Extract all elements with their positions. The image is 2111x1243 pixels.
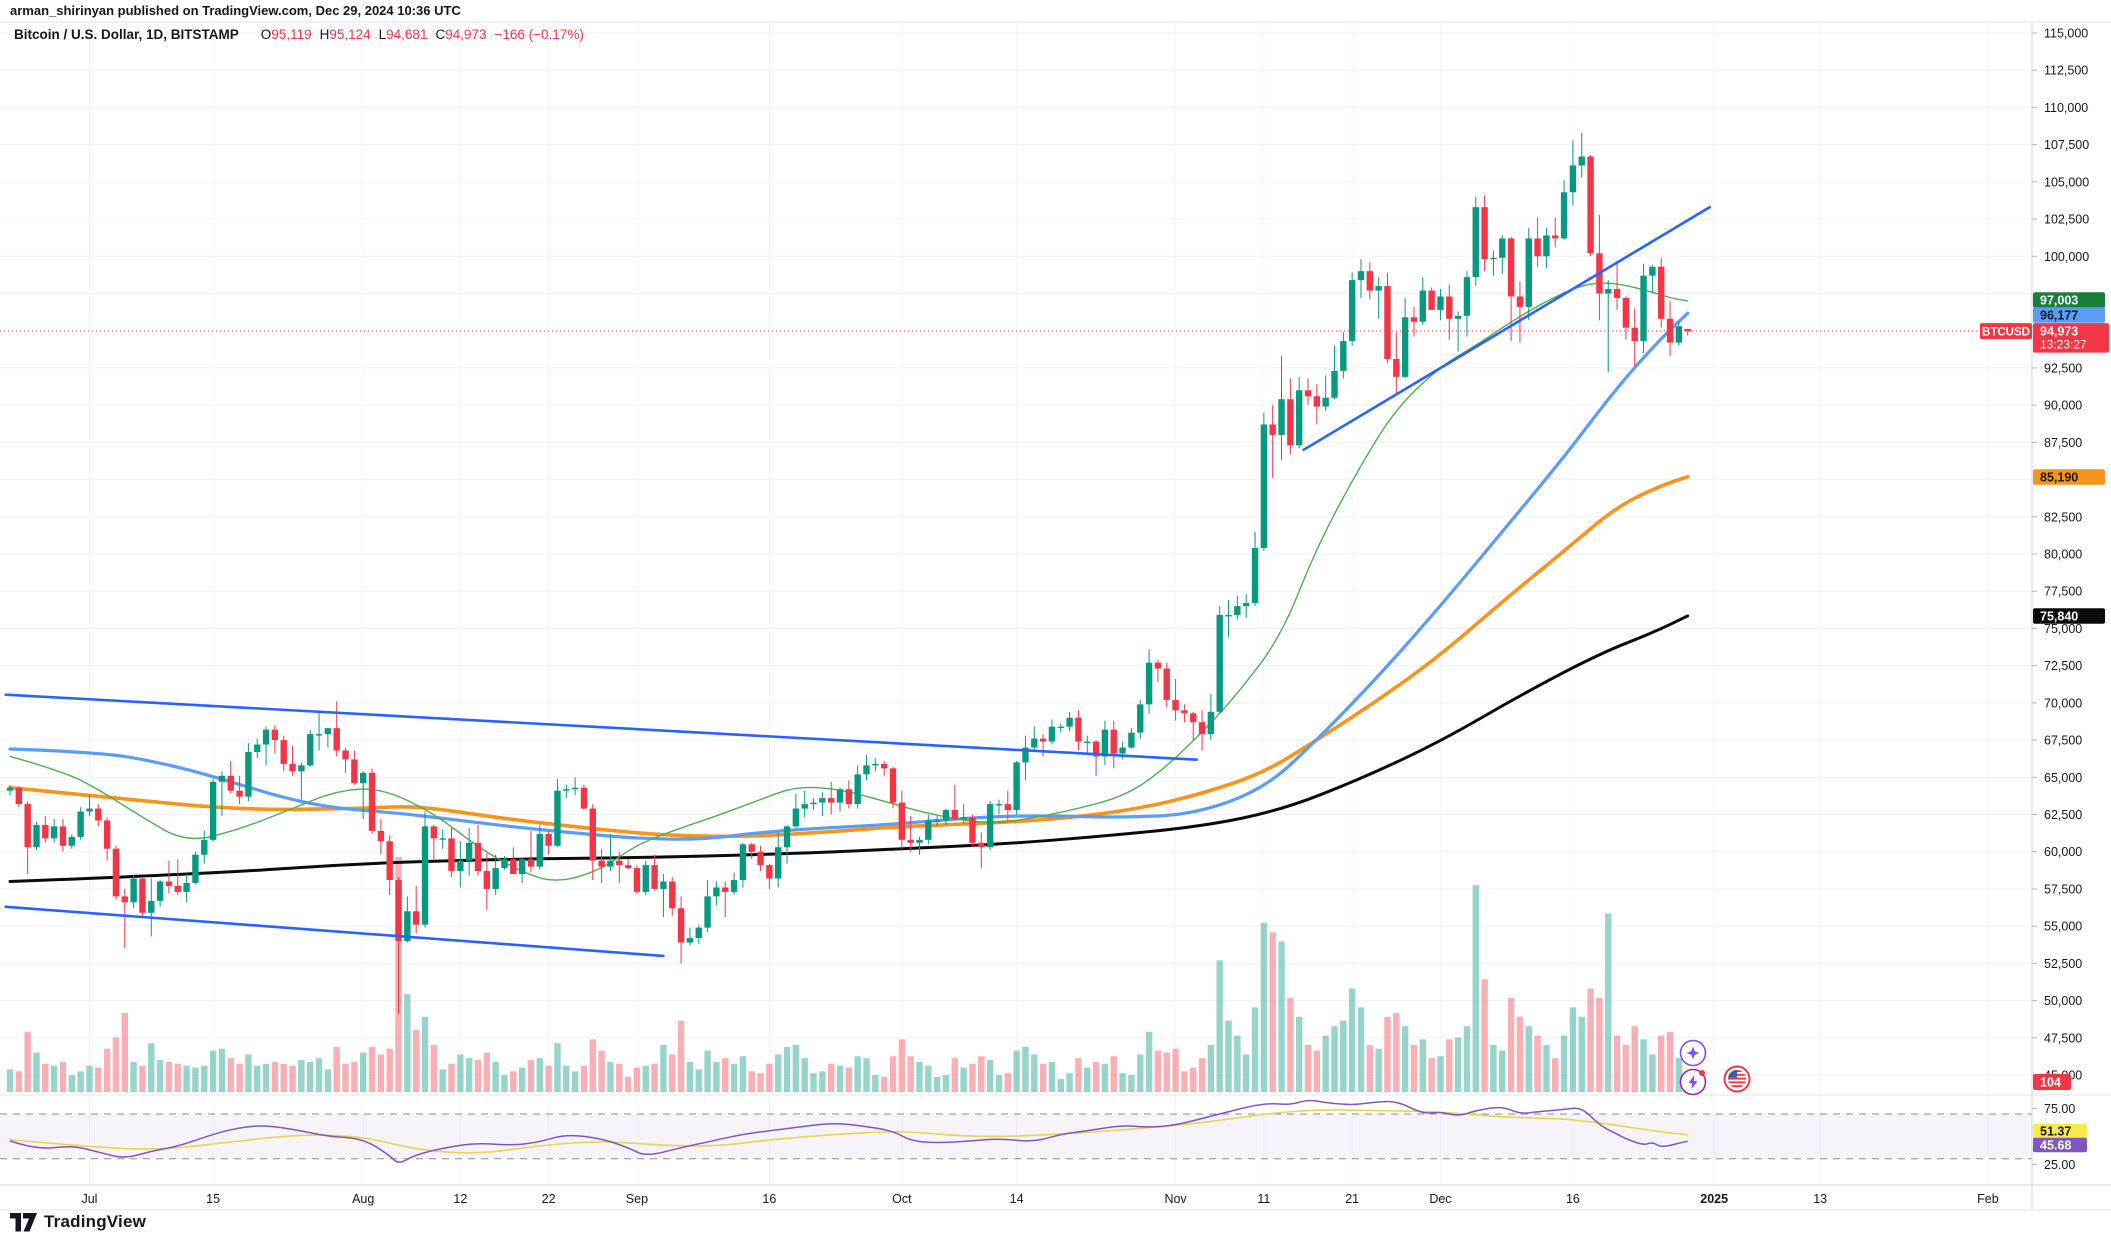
price-axis-label: 75,000 (2044, 622, 2082, 636)
ma100-badge: 85,190 (2033, 469, 2105, 485)
ma100-line (8, 474, 1690, 839)
svg-text:97,003: 97,003 (2040, 294, 2078, 308)
rsi-line (9, 1099, 1688, 1163)
tradingview-logo-text: TradingView (44, 1212, 147, 1231)
price-axis-label: 60,000 (2044, 845, 2082, 859)
low-value: 94,681 (386, 27, 428, 42)
sparkle-icon (1686, 1046, 1700, 1060)
time-axis-label: Jul (81, 1192, 97, 1206)
change-value: −166 (−0.17%) (494, 27, 584, 42)
price-axis-label: 100,000 (2044, 250, 2089, 264)
price-axis-label: 87,500 (2044, 436, 2082, 450)
volume-badge: 104 (2033, 1074, 2071, 1090)
close-label: C (435, 27, 446, 42)
svg-text:104: 104 (2040, 1076, 2061, 1090)
time-axis-label: 21 (1345, 1192, 1359, 1206)
time-axis-label: Feb (1977, 1192, 1999, 1206)
flag-button[interactable] (1723, 1065, 1751, 1093)
svg-text:51.37: 51.37 (2040, 1125, 2071, 1139)
floating-buttons (1679, 1039, 1751, 1096)
price-axis-label: 92,500 (2044, 361, 2082, 375)
chart-legend[interactable]: Bitcoin / U.S. Dollar, 1D, BITSTAMP O95,1… (14, 27, 584, 42)
current-price-value: 94,973 (2040, 325, 2078, 339)
descending-channel-lower[interactable] (4, 905, 665, 958)
bar-countdown: 13:23:27 (2040, 338, 2087, 352)
time-axis-label: 2025 (1700, 1192, 1728, 1206)
high-label: H (319, 27, 330, 42)
candlestick-series (6, 132, 1691, 1014)
close-value: 94,973 (445, 27, 487, 42)
low-label: L (378, 27, 387, 42)
time-axis-label: Aug (352, 1192, 374, 1206)
price-axis-label: 67,500 (2044, 734, 2082, 748)
price-axis-label: 47,500 (2044, 1031, 2082, 1045)
price-axis-label: 110,000 (2044, 101, 2088, 115)
time-axis-label: Dec (1429, 1192, 1451, 1206)
rsi-badge: 45.68 (2033, 1137, 2087, 1153)
pane-separators (0, 21, 2111, 1211)
price-axis-label: 57,500 (2044, 882, 2082, 896)
price-axis-label: 72,500 (2044, 659, 2082, 673)
time-axis-label: 11 (1257, 1192, 1270, 1206)
symbol-title[interactable]: Bitcoin / U.S. Dollar, 1D, BITSTAMP (14, 27, 239, 42)
price-axis-label: 80,000 (2044, 548, 2082, 562)
time-axis-label: 16 (1566, 1192, 1580, 1206)
high-value: 95,124 (329, 27, 371, 42)
price-axis-label: 62,500 (2044, 808, 2082, 822)
time-axis-label: 16 (762, 1192, 776, 1206)
ma200-badge: 75,840 (2033, 608, 2105, 624)
lightning-icon (1688, 1075, 1698, 1089)
grid-lines (0, 22, 2032, 1185)
tradingview-logo[interactable]: TradingView (10, 1212, 146, 1232)
price-axis-label: 50,000 (2044, 994, 2082, 1008)
lightning-button[interactable] (1679, 1068, 1707, 1096)
time-axis-label: 14 (1010, 1192, 1024, 1206)
sparkle-button[interactable] (1679, 1039, 1707, 1067)
price-axis-label: 102,500 (2044, 213, 2089, 227)
ascending-support[interactable] (1302, 205, 1712, 452)
time-axis-label: 12 (453, 1192, 467, 1206)
price-axis-label: 112,500 (2044, 64, 2088, 78)
price-axis-label: 65,000 (2044, 771, 2082, 785)
ma50-line (8, 311, 1690, 841)
us-flag-icon (1728, 1070, 1746, 1088)
ma-fast-badge: 97,003 (2033, 292, 2105, 308)
price-axis-label: 77,500 (2044, 585, 2082, 599)
rsi-axis-label: 75.00 (2044, 1102, 2075, 1116)
price-axis-label: 55,000 (2044, 920, 2082, 934)
ma50-badge: 96,177 (2033, 307, 2105, 323)
price-axis-label: 90,000 (2044, 399, 2082, 413)
svg-text:96,177: 96,177 (2040, 309, 2078, 323)
rsi-axis-label: 25.00 (2044, 1158, 2075, 1172)
open-label: O (260, 27, 272, 42)
price-axis-label: 52,500 (2044, 957, 2082, 971)
price-axis-label: 105,000 (2044, 175, 2089, 189)
price-axis-label: 70,000 (2044, 696, 2082, 710)
open-value: 95,119 (271, 27, 312, 42)
time-axis-label: 13 (1813, 1192, 1827, 1206)
published-byline: arman_shirinyan published on TradingView… (10, 3, 461, 18)
time-axis-label: Oct (892, 1192, 912, 1206)
volume-bars (6, 857, 1691, 1092)
price-axis-label: 107,500 (2044, 138, 2089, 152)
tradingview-mark-icon (10, 1212, 37, 1231)
svg-text:75,840: 75,840 (2040, 610, 2078, 624)
svg-text:45.68: 45.68 (2040, 1139, 2071, 1153)
symbol-badge: BTCUSD (1982, 327, 2030, 339)
time-axis[interactable]: Jul 15 Aug 12 22 Sep 16 Oct 14 Nov 11 21 Dec 16 2025 13… (81, 1192, 1998, 1206)
rsi-ma-badge: 51.37 (2033, 1123, 2087, 1139)
time-axis-label: 15 (206, 1192, 220, 1206)
descending-channel-upper[interactable] (4, 693, 1199, 762)
notification-dot (1699, 1070, 1705, 1076)
svg-text:85,190: 85,190 (2040, 471, 2078, 485)
price-axis[interactable]: 115,000 112,500 110,000 107,500 105,000 102,5… (2032, 27, 2089, 1172)
time-axis-label: 22 (542, 1192, 556, 1206)
price-axis-label: 82,500 (2044, 510, 2082, 524)
time-axis-label: Nov (1164, 1192, 1187, 1206)
price-axis-label: 115,000 (2044, 27, 2088, 41)
time-axis-label: Sep (626, 1192, 648, 1206)
